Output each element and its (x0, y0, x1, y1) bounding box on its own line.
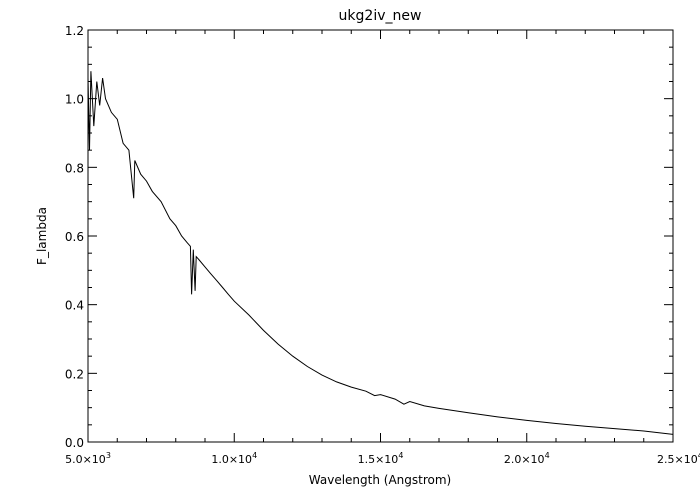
axis-ticks (87, 29, 674, 443)
y-tick-label: 0.4 (65, 299, 84, 313)
plot-frame (87, 29, 674, 443)
x-tick-label: 1.5×104 (358, 451, 404, 466)
x-tick-label: 1.0×104 (211, 451, 257, 466)
x-tick-label: 2.0×104 (504, 451, 550, 466)
x-axis-label: Wavelength (Angstrom) (309, 473, 451, 487)
chart-title: ukg2iv_new (339, 8, 422, 24)
y-tick-label: 0.2 (65, 367, 84, 381)
y-tick-label: 0.0 (65, 436, 84, 450)
x-tick-label: 5.0×103 (65, 451, 111, 466)
y-tick-label: 0.6 (65, 230, 84, 244)
y-axis-label: F_lambda (35, 207, 49, 265)
series-line (87, 71, 674, 435)
y-tick-label: 1.0 (65, 93, 84, 107)
y-tick-label: 0.8 (65, 161, 84, 175)
y-tick-labels: 0.0 0.2 0.4 0.6 0.8 1.0 1.2 (65, 24, 84, 450)
x-tick-label: 2.5×104 (657, 451, 700, 466)
x-tick-labels: 5.0×103 1.0×104 1.5×104 2.0×104 2.5×104 (65, 451, 700, 466)
y-tick-label: 1.2 (65, 24, 84, 38)
